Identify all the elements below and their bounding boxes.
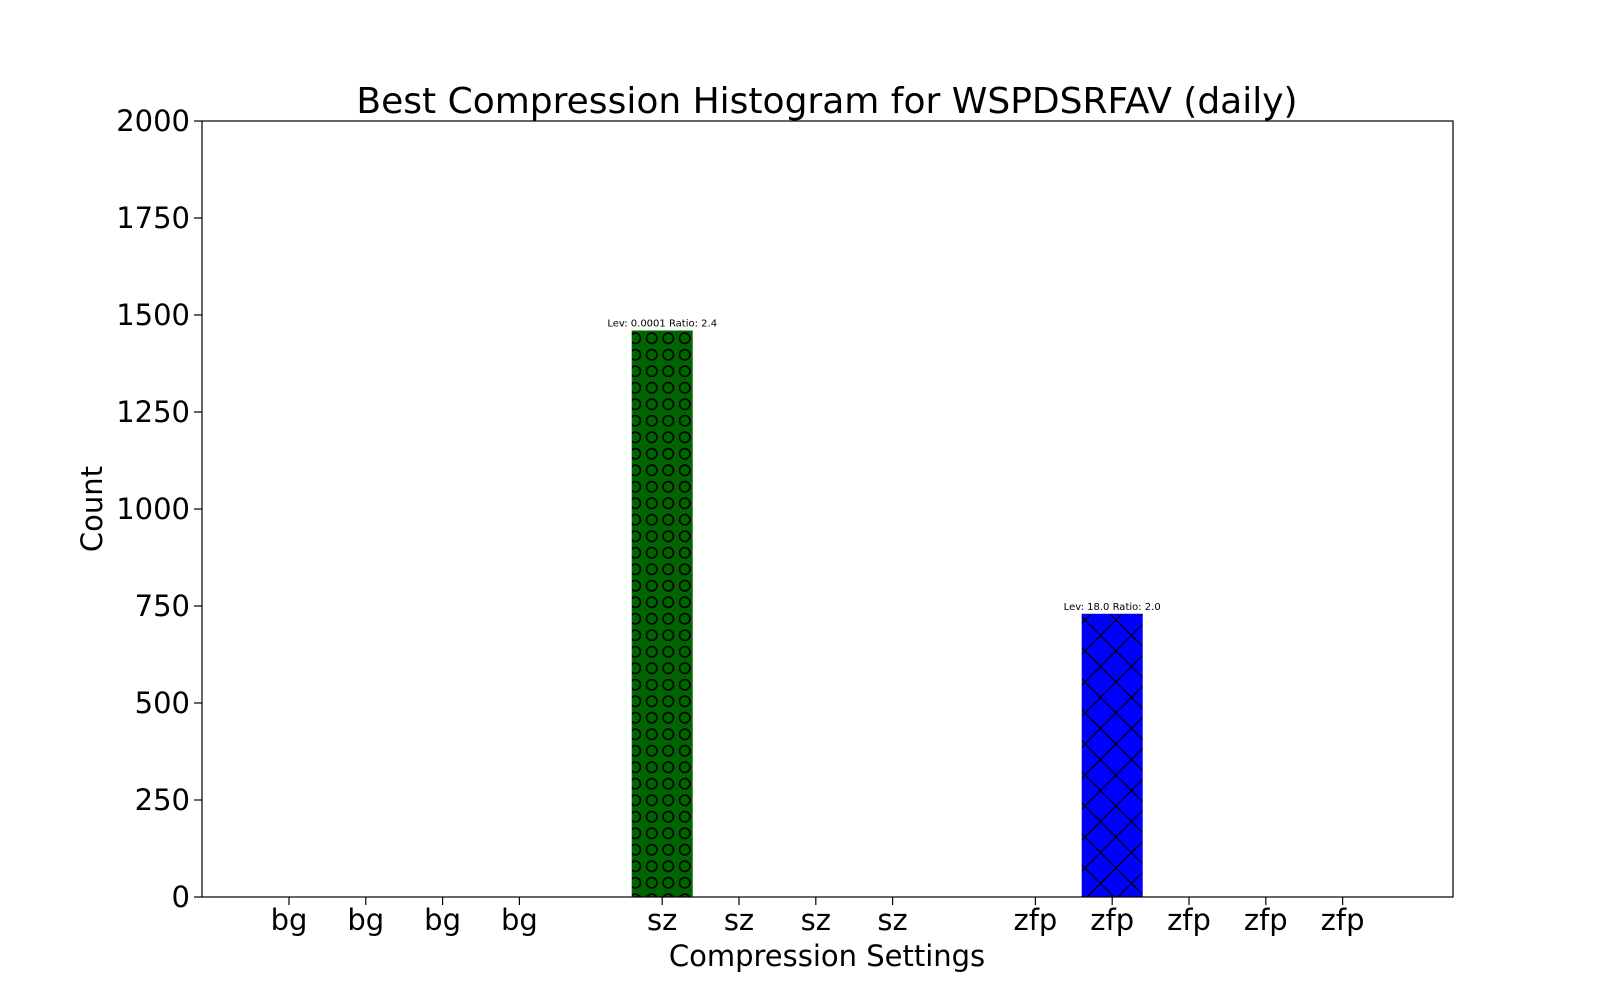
x-tick-label: zfp bbox=[1013, 903, 1057, 937]
x-axis: bg bg bg bg sz sz sz sz zfp zfp zfp zfp zfp bbox=[271, 897, 1365, 937]
x-tick-label: sz bbox=[801, 903, 831, 937]
y-tick-label: 500 bbox=[135, 686, 190, 720]
y-tick-label: 750 bbox=[135, 589, 190, 623]
y-tick-label: 250 bbox=[135, 783, 190, 817]
x-tick-label: zfp bbox=[1167, 903, 1211, 937]
bar-sz-4 bbox=[631, 330, 693, 897]
y-axis: 0 250 500 750 1000 1250 1500 1750 2000 bbox=[116, 104, 202, 914]
bar-data-label-4: Lev: 0.0001 Ratio: 2.4 bbox=[607, 319, 717, 330]
x-tick-label: bg bbox=[424, 903, 461, 937]
x-tick-label: bg bbox=[271, 903, 308, 937]
bar-labels-layer: Lev: 0.0001 Ratio: 2.4 Lev: 18.0 Ratio: 2… bbox=[607, 319, 1160, 613]
x-tick-label: bg bbox=[347, 903, 384, 937]
x-axis-label: Compression Settings bbox=[669, 939, 985, 973]
y-axis-label: Count bbox=[75, 466, 109, 552]
y-tick-label: 1750 bbox=[116, 201, 190, 235]
x-tick-label: bg bbox=[501, 903, 538, 937]
bar-data-label-9: Lev: 18.0 Ratio: 2.0 bbox=[1064, 602, 1161, 613]
x-tick-label: zfp bbox=[1244, 903, 1288, 937]
x-tick-label: sz bbox=[877, 903, 907, 937]
x-tick-label: zfp bbox=[1321, 903, 1365, 937]
bar-zfp-9 bbox=[1081, 613, 1143, 897]
y-tick-label: 0 bbox=[172, 880, 190, 914]
y-tick-label: 1000 bbox=[116, 492, 190, 526]
y-tick-label: 1500 bbox=[116, 298, 190, 332]
x-tick-label: zfp bbox=[1090, 903, 1134, 937]
bars-layer bbox=[631, 330, 1143, 897]
x-tick-label: sz bbox=[647, 903, 677, 937]
plot-frame bbox=[201, 120, 1454, 898]
chart-title: Best Compression Histogram for WSPDSRFAV… bbox=[356, 81, 1297, 122]
y-tick-label: 1250 bbox=[116, 395, 190, 429]
x-tick-label: sz bbox=[724, 903, 754, 937]
y-tick-label: 2000 bbox=[116, 104, 190, 138]
